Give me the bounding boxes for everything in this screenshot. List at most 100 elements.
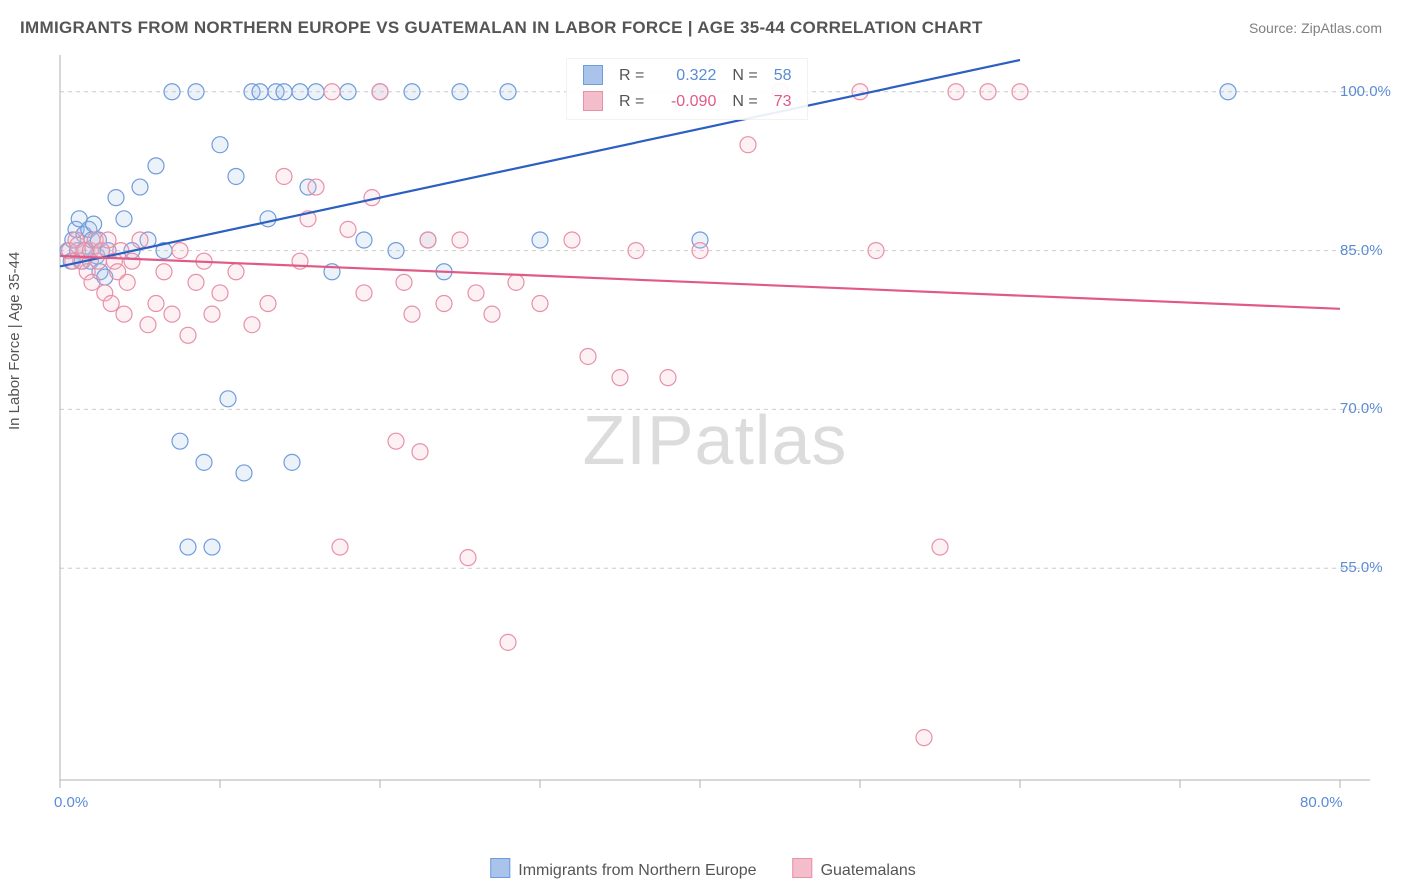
data-point	[308, 179, 324, 195]
data-point	[228, 168, 244, 184]
data-point	[188, 274, 204, 290]
data-point	[508, 274, 524, 290]
stats-legend-box: R =0.322N =58R =-0.090N =73	[566, 58, 808, 120]
data-point	[436, 296, 452, 312]
data-point	[156, 264, 172, 280]
data-point	[124, 253, 140, 269]
data-point	[372, 84, 388, 100]
data-point	[460, 550, 476, 566]
data-point	[388, 243, 404, 259]
data-point	[388, 433, 404, 449]
data-point	[1012, 84, 1028, 100]
data-point	[628, 243, 644, 259]
data-point	[532, 232, 548, 248]
stats-n-value: 73	[766, 89, 800, 115]
data-point	[948, 84, 964, 100]
data-point	[612, 370, 628, 386]
data-point	[532, 296, 548, 312]
legend-bottom: Immigrants from Northern Europe Guatemala…	[490, 858, 915, 880]
y-tick-label: 100.0%	[1340, 83, 1391, 100]
data-point	[404, 306, 420, 322]
data-point	[244, 317, 260, 333]
data-point	[252, 84, 268, 100]
data-point	[1220, 84, 1236, 100]
scatter-chart: ZIPatlas	[50, 50, 1380, 830]
stats-swatch	[583, 65, 603, 85]
trend-line	[60, 256, 1340, 309]
x-tick-label: 80.0%	[1300, 794, 1343, 811]
data-point	[284, 454, 300, 470]
stats-r-label: R =	[611, 63, 652, 89]
chart-title: IMMIGRANTS FROM NORTHERN EUROPE VS GUATE…	[20, 18, 983, 38]
data-point	[308, 84, 324, 100]
data-point	[396, 274, 412, 290]
stats-row: R =-0.090N =73	[575, 89, 799, 115]
y-tick-label: 85.0%	[1340, 242, 1383, 259]
data-point	[220, 391, 236, 407]
data-point	[500, 84, 516, 100]
data-point	[564, 232, 580, 248]
data-point	[164, 84, 180, 100]
x-tick-label: 0.0%	[54, 794, 88, 811]
data-point	[260, 211, 276, 227]
data-point	[276, 84, 292, 100]
data-point	[404, 84, 420, 100]
data-point	[212, 285, 228, 301]
data-point	[228, 264, 244, 280]
stats-table: R =0.322N =58R =-0.090N =73	[575, 63, 799, 115]
stats-r-label: R =	[611, 89, 652, 115]
data-point	[116, 211, 132, 227]
data-point	[292, 84, 308, 100]
stats-r-value: -0.090	[652, 89, 724, 115]
data-point	[164, 306, 180, 322]
legend-item: Guatemalans	[793, 858, 916, 880]
data-point	[660, 370, 676, 386]
data-point	[452, 232, 468, 248]
data-point	[84, 274, 100, 290]
data-point	[132, 179, 148, 195]
data-point	[196, 454, 212, 470]
data-point	[412, 444, 428, 460]
data-point	[468, 285, 484, 301]
data-point	[452, 84, 468, 100]
data-point	[188, 84, 204, 100]
stats-n-value: 58	[766, 63, 800, 89]
stats-n-label: N =	[724, 63, 765, 89]
data-point	[148, 296, 164, 312]
data-point	[484, 306, 500, 322]
data-point	[116, 306, 132, 322]
data-point	[119, 274, 135, 290]
stats-swatch	[583, 91, 603, 111]
data-point	[204, 306, 220, 322]
data-point	[340, 221, 356, 237]
source-attribution: Source: ZipAtlas.com	[1249, 20, 1382, 36]
data-point	[868, 243, 884, 259]
source-link[interactable]: ZipAtlas.com	[1301, 20, 1382, 36]
data-point	[500, 634, 516, 650]
data-point	[108, 190, 124, 206]
data-point	[276, 168, 292, 184]
data-point	[212, 137, 228, 153]
data-point	[740, 137, 756, 153]
stats-r-value: 0.322	[652, 63, 724, 89]
data-point	[172, 243, 188, 259]
chart-svg	[50, 50, 1380, 830]
data-point	[172, 433, 188, 449]
data-point	[180, 327, 196, 343]
data-point	[86, 216, 102, 232]
data-point	[180, 539, 196, 555]
y-axis-label: In Labor Force | Age 35-44	[6, 252, 23, 430]
y-tick-label: 70.0%	[1340, 400, 1383, 417]
data-point	[916, 730, 932, 746]
data-point	[356, 232, 372, 248]
data-point	[356, 285, 372, 301]
legend-swatch	[490, 858, 510, 878]
data-point	[852, 84, 868, 100]
data-point	[148, 158, 164, 174]
data-point	[324, 84, 340, 100]
legend-item: Immigrants from Northern Europe	[490, 858, 756, 880]
data-point	[260, 296, 276, 312]
source-label: Source:	[1249, 20, 1301, 36]
legend-swatch	[793, 858, 813, 878]
data-point	[103, 296, 119, 312]
